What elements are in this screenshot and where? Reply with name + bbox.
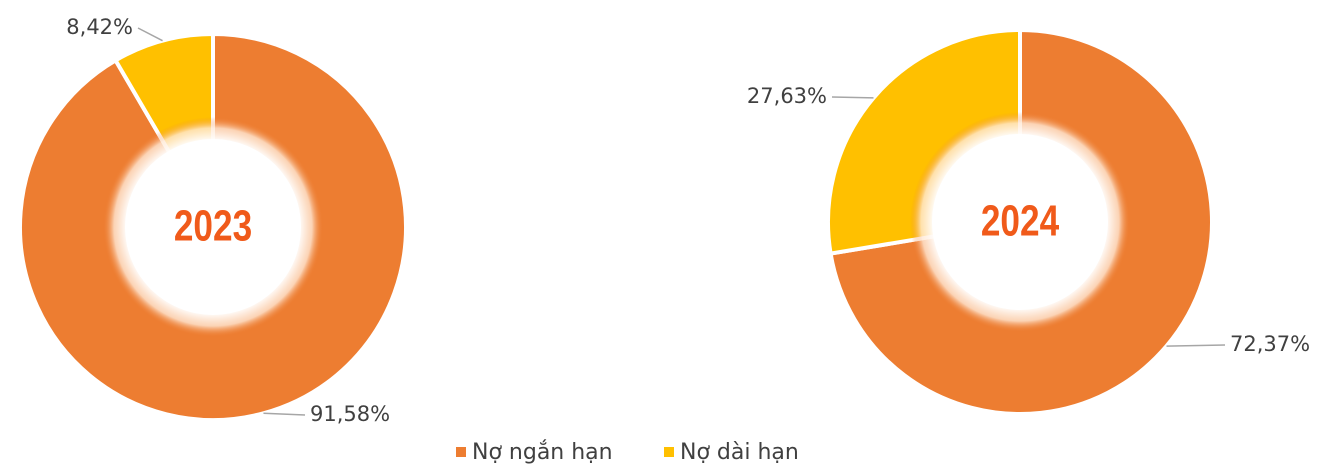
center-label: 2024 <box>981 197 1059 246</box>
value-label: 27,63% <box>747 84 827 108</box>
donut-hole <box>932 134 1108 310</box>
value-label: 8,42% <box>66 15 133 39</box>
leader-line <box>137 27 163 42</box>
leader-line <box>1166 344 1226 347</box>
legend-label: Nợ ngắn hạn <box>472 440 613 465</box>
leader-line <box>263 412 306 416</box>
value-label: 91,58% <box>310 402 390 426</box>
center-label: 2023 <box>174 202 252 251</box>
legend-swatch <box>664 447 674 457</box>
value-label: 72,37% <box>1230 332 1310 356</box>
legend-label: Nợ dài hạn <box>680 440 799 465</box>
leader-line <box>831 96 874 99</box>
donut-hole <box>125 139 301 315</box>
legend-swatch <box>456 447 466 457</box>
